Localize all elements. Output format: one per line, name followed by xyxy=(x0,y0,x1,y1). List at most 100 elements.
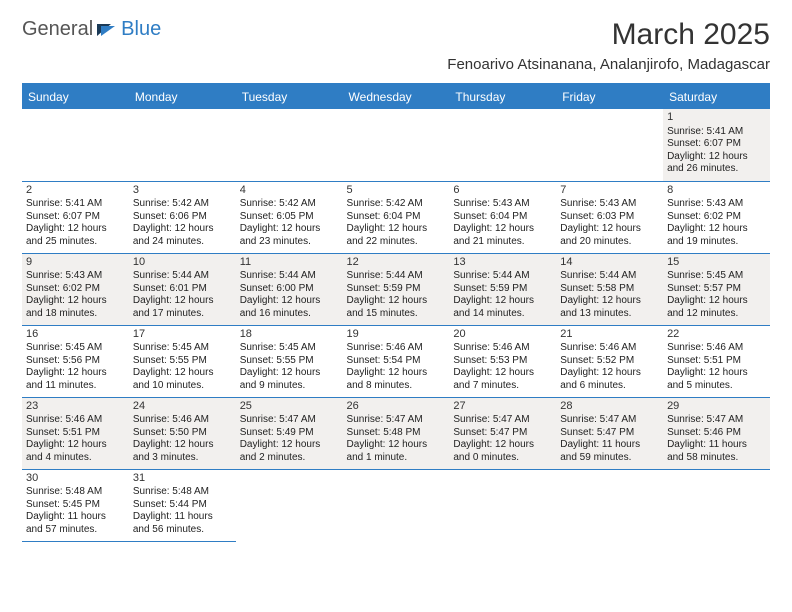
day-number: 2 xyxy=(26,184,125,198)
day-number: 17 xyxy=(133,328,232,342)
calendar-cell: 20Sunrise: 5:46 AMSunset: 5:53 PMDayligh… xyxy=(449,325,556,397)
day-number: 4 xyxy=(240,184,339,198)
daylight-text: Daylight: 12 hours and 22 minutes. xyxy=(347,223,446,248)
calendar-cell: 30Sunrise: 5:48 AMSunset: 5:45 PMDayligh… xyxy=(22,469,129,541)
sunrise-text: Sunrise: 5:41 AM xyxy=(26,198,125,211)
calendar-cell: 8Sunrise: 5:43 AMSunset: 6:02 PMDaylight… xyxy=(663,181,770,253)
calendar-cell: 31Sunrise: 5:48 AMSunset: 5:44 PMDayligh… xyxy=(129,469,236,541)
calendar-cell xyxy=(129,109,236,181)
title-block: March 2025 Fenoarivo Atsinanana, Analanj… xyxy=(447,18,770,73)
sunset-text: Sunset: 6:07 PM xyxy=(667,138,766,151)
sunrise-text: Sunrise: 5:41 AM xyxy=(667,126,766,139)
calendar-cell: 12Sunrise: 5:44 AMSunset: 5:59 PMDayligh… xyxy=(343,253,450,325)
day-number: 26 xyxy=(347,400,446,414)
sunset-text: Sunset: 5:46 PM xyxy=(667,427,766,440)
sunset-text: Sunset: 5:55 PM xyxy=(240,355,339,368)
calendar-cell xyxy=(343,109,450,181)
calendar-cell: 5Sunrise: 5:42 AMSunset: 6:04 PMDaylight… xyxy=(343,181,450,253)
daylight-text: Daylight: 12 hours and 7 minutes. xyxy=(453,367,552,392)
daylight-text: Daylight: 12 hours and 1 minute. xyxy=(347,439,446,464)
day-number: 16 xyxy=(26,328,125,342)
daylight-text: Daylight: 12 hours and 8 minutes. xyxy=(347,367,446,392)
sunrise-text: Sunrise: 5:43 AM xyxy=(667,198,766,211)
sunset-text: Sunset: 5:49 PM xyxy=(240,427,339,440)
sunset-text: Sunset: 5:53 PM xyxy=(453,355,552,368)
day-number: 22 xyxy=(667,328,766,342)
calendar-cell xyxy=(449,469,556,541)
daylight-text: Daylight: 12 hours and 11 minutes. xyxy=(26,367,125,392)
header: General Blue March 2025 Fenoarivo Atsina… xyxy=(22,18,770,73)
weekday-header: Thursday xyxy=(449,84,556,109)
day-number: 11 xyxy=(240,256,339,270)
day-number: 1 xyxy=(667,111,766,125)
day-number: 24 xyxy=(133,400,232,414)
logo: General Blue xyxy=(22,18,161,41)
weekday-header: Wednesday xyxy=(343,84,450,109)
sunrise-text: Sunrise: 5:42 AM xyxy=(347,198,446,211)
sunrise-text: Sunrise: 5:44 AM xyxy=(240,270,339,283)
calendar-cell: 19Sunrise: 5:46 AMSunset: 5:54 PMDayligh… xyxy=(343,325,450,397)
sunrise-text: Sunrise: 5:42 AM xyxy=(240,198,339,211)
sunset-text: Sunset: 5:52 PM xyxy=(560,355,659,368)
day-number: 15 xyxy=(667,256,766,270)
calendar-cell xyxy=(556,469,663,541)
sunrise-text: Sunrise: 5:46 AM xyxy=(667,342,766,355)
daylight-text: Daylight: 12 hours and 2 minutes. xyxy=(240,439,339,464)
day-number: 30 xyxy=(26,472,125,486)
daylight-text: Daylight: 12 hours and 16 minutes. xyxy=(240,295,339,320)
sunset-text: Sunset: 6:01 PM xyxy=(133,283,232,296)
day-number: 18 xyxy=(240,328,339,342)
sunrise-text: Sunrise: 5:48 AM xyxy=(133,486,232,499)
sunset-text: Sunset: 5:59 PM xyxy=(453,283,552,296)
daylight-text: Daylight: 12 hours and 14 minutes. xyxy=(453,295,552,320)
day-number: 20 xyxy=(453,328,552,342)
day-number: 21 xyxy=(560,328,659,342)
calendar-cell: 26Sunrise: 5:47 AMSunset: 5:48 PMDayligh… xyxy=(343,397,450,469)
sunrise-text: Sunrise: 5:46 AM xyxy=(453,342,552,355)
weekday-header: Friday xyxy=(556,84,663,109)
day-number: 10 xyxy=(133,256,232,270)
sunset-text: Sunset: 5:47 PM xyxy=(560,427,659,440)
sunset-text: Sunset: 6:02 PM xyxy=(667,211,766,224)
sunset-text: Sunset: 5:51 PM xyxy=(26,427,125,440)
sunrise-text: Sunrise: 5:44 AM xyxy=(560,270,659,283)
day-number: 7 xyxy=(560,184,659,198)
calendar-cell xyxy=(236,109,343,181)
logo-flag-icon xyxy=(97,22,119,38)
sunrise-text: Sunrise: 5:44 AM xyxy=(453,270,552,283)
day-number: 12 xyxy=(347,256,446,270)
day-number: 14 xyxy=(560,256,659,270)
daylight-text: Daylight: 12 hours and 26 minutes. xyxy=(667,151,766,176)
daylight-text: Daylight: 12 hours and 20 minutes. xyxy=(560,223,659,248)
daylight-text: Daylight: 12 hours and 18 minutes. xyxy=(26,295,125,320)
day-number: 23 xyxy=(26,400,125,414)
calendar-cell: 17Sunrise: 5:45 AMSunset: 5:55 PMDayligh… xyxy=(129,325,236,397)
sunset-text: Sunset: 5:45 PM xyxy=(26,499,125,512)
weekday-header: Monday xyxy=(129,84,236,109)
daylight-text: Daylight: 12 hours and 15 minutes. xyxy=(347,295,446,320)
sunset-text: Sunset: 5:56 PM xyxy=(26,355,125,368)
day-number: 8 xyxy=(667,184,766,198)
daylight-text: Daylight: 12 hours and 4 minutes. xyxy=(26,439,125,464)
calendar-cell: 11Sunrise: 5:44 AMSunset: 6:00 PMDayligh… xyxy=(236,253,343,325)
calendar-cell: 21Sunrise: 5:46 AMSunset: 5:52 PMDayligh… xyxy=(556,325,663,397)
sunset-text: Sunset: 6:04 PM xyxy=(347,211,446,224)
calendar-cell xyxy=(236,469,343,541)
calendar-cell: 29Sunrise: 5:47 AMSunset: 5:46 PMDayligh… xyxy=(663,397,770,469)
calendar-cell: 10Sunrise: 5:44 AMSunset: 6:01 PMDayligh… xyxy=(129,253,236,325)
sunset-text: Sunset: 6:04 PM xyxy=(453,211,552,224)
sunrise-text: Sunrise: 5:46 AM xyxy=(347,342,446,355)
sunset-text: Sunset: 6:00 PM xyxy=(240,283,339,296)
daylight-text: Daylight: 12 hours and 9 minutes. xyxy=(240,367,339,392)
calendar-cell: 28Sunrise: 5:47 AMSunset: 5:47 PMDayligh… xyxy=(556,397,663,469)
sunset-text: Sunset: 6:03 PM xyxy=(560,211,659,224)
sunset-text: Sunset: 5:57 PM xyxy=(667,283,766,296)
calendar-cell: 3Sunrise: 5:42 AMSunset: 6:06 PMDaylight… xyxy=(129,181,236,253)
day-number: 6 xyxy=(453,184,552,198)
sunset-text: Sunset: 5:50 PM xyxy=(133,427,232,440)
location: Fenoarivo Atsinanana, Analanjirofo, Mada… xyxy=(447,56,770,73)
sunset-text: Sunset: 5:54 PM xyxy=(347,355,446,368)
weekday-header: Saturday xyxy=(663,84,770,109)
sunrise-text: Sunrise: 5:47 AM xyxy=(240,414,339,427)
daylight-text: Daylight: 12 hours and 19 minutes. xyxy=(667,223,766,248)
